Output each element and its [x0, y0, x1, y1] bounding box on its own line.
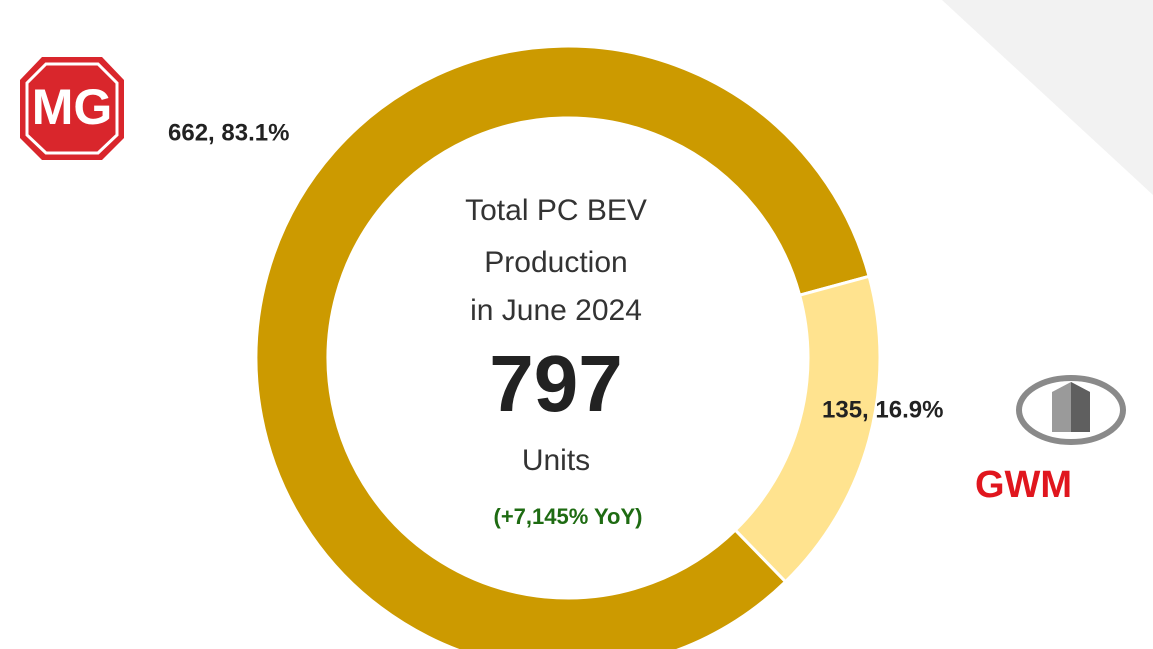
gwm-logo	[1016, 375, 1126, 445]
donut-segment	[733, 274, 882, 584]
yoy-change: (+7,145% YoY)	[494, 504, 643, 529]
center-text: in June 2024	[470, 294, 642, 327]
gwm-logo-text: GWM	[975, 464, 1072, 506]
background-shape	[942, 0, 1153, 195]
donut	[254, 44, 882, 649]
center-text: Production	[484, 246, 627, 279]
center-text: Total PC BEV	[465, 194, 647, 227]
mg-logo-border	[25, 62, 119, 155]
gwm-logo-shield	[1071, 382, 1090, 432]
total: 797	[489, 339, 622, 428]
data-label: 662, 83.1%	[168, 119, 289, 146]
mg-logo-text: MG	[32, 79, 113, 135]
mg-logo	[20, 57, 124, 160]
data-label: 135, 16.9%	[822, 396, 943, 423]
unit: Units	[522, 444, 590, 477]
donut-segment	[254, 44, 871, 649]
